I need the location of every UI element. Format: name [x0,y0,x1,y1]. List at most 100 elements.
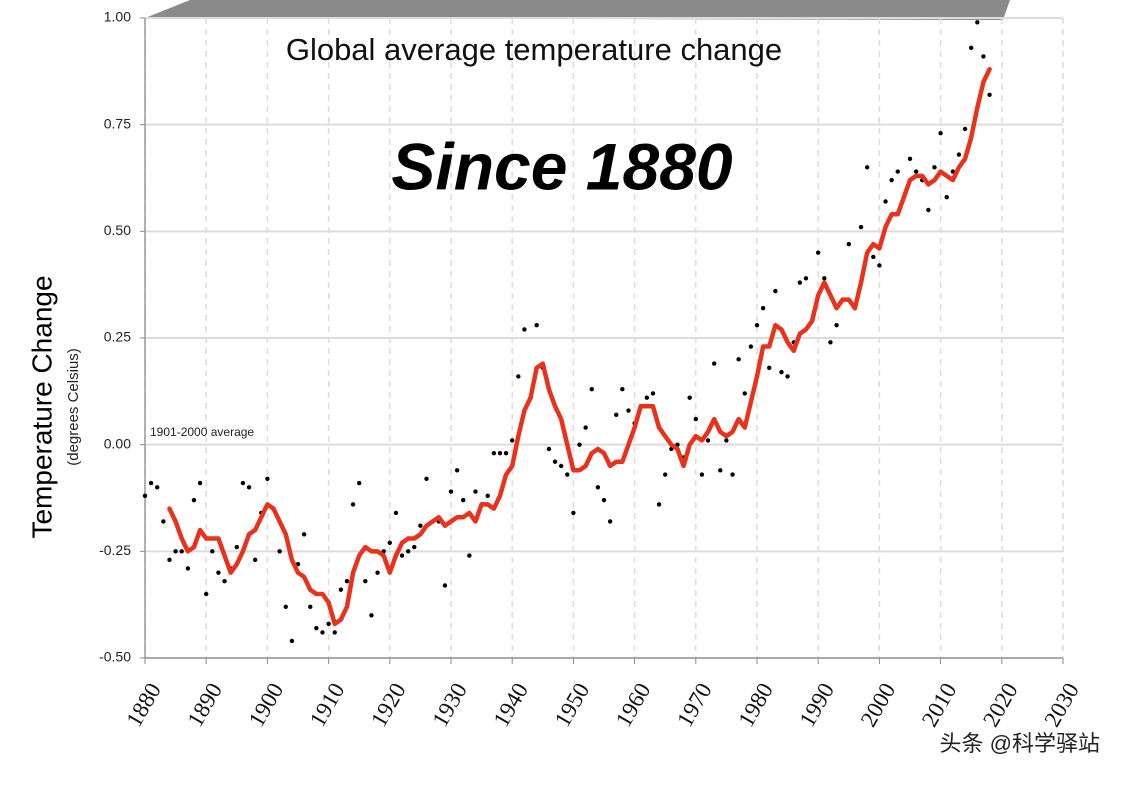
data-point [626,408,631,413]
data-point [607,519,613,524]
data-point [503,451,509,456]
data-point [797,280,803,285]
y-tick-label: 0.75 [104,115,131,131]
x-tick-label: 1950 [550,679,595,731]
chart-title: Global average temperature change [286,32,782,67]
data-point [363,579,368,584]
data-point [871,254,876,260]
data-point [975,20,980,25]
x-tick-label: 1910 [305,679,350,731]
x-tick-label: 1970 [672,679,717,731]
data-point [858,224,864,230]
data-point [620,387,625,392]
banner [145,0,1010,20]
marks [142,20,992,644]
data-point [497,451,503,456]
data-point [173,549,178,554]
data-point [491,451,497,456]
data-point [197,480,203,486]
data-point [895,169,900,174]
data-point [283,604,288,609]
data-point [234,544,239,550]
data-point [736,357,741,362]
data-point [864,165,870,170]
data-point [614,412,619,417]
data-point [828,340,833,345]
data-point [534,323,539,328]
x-tick-label: 1980 [733,679,778,731]
data-point [161,519,166,524]
data-point [387,540,392,545]
data-point [442,583,448,588]
data-point [454,468,460,473]
x-tick-label: 1930 [427,679,472,731]
trend-line [167,66,992,627]
x-tick-label: 1990 [794,679,839,731]
data-point [803,276,809,281]
data-point [167,557,172,563]
data-point [332,630,337,635]
data-point [308,604,313,609]
data-point [773,288,778,294]
data-point [399,553,405,558]
data-point [485,493,490,499]
y-axis-sublabel: (degrees Celsius) [65,348,82,466]
data-point [405,549,411,554]
data-point [834,323,839,328]
data-point [320,630,325,635]
data-point [357,480,362,486]
data-point [448,489,454,494]
data-point [375,570,380,575]
data-point [656,502,662,507]
data-point [155,485,160,490]
data-point [767,365,772,371]
data-point [326,621,331,627]
data-point [204,591,209,597]
data-point [877,263,882,268]
data-point [583,425,588,430]
data-point [889,177,894,183]
y-axis-label: Temperature Change [26,275,57,538]
data-point [981,54,986,59]
data-point [699,472,705,477]
data-point [222,579,227,584]
data-point [522,327,527,332]
data-point [816,250,821,255]
data-point [956,152,962,157]
data-point [185,566,191,571]
data-point [571,510,576,516]
data-point [595,485,601,490]
x-tick-label: 1900 [244,679,289,731]
data-point [412,544,417,550]
data-point [314,625,319,631]
data-point [148,480,154,486]
data-point [754,323,760,328]
data-point [693,416,698,422]
data-point [510,438,515,443]
data-point [650,391,656,396]
data-point [926,207,931,213]
data-point [883,199,888,204]
x-tick-label: 2000 [856,679,901,731]
x-tick-label: 2030 [1039,679,1084,731]
y-tick-label: 0.00 [104,435,131,451]
data-point [785,374,790,379]
data-point [742,391,747,396]
data-point [760,305,766,311]
data-point [711,361,717,366]
data-point [601,497,607,503]
data-point [644,395,650,400]
data-point [663,472,668,477]
data-point [546,446,552,452]
data-point [589,387,594,392]
data-point [913,169,919,174]
chart-subtitle: Since 1880 [391,129,733,203]
data-point [822,276,827,281]
data-point [565,472,570,477]
data-point [265,476,270,481]
x-tick-label: 1890 [182,679,227,731]
data-point [705,438,711,443]
y-tick-label: 0.25 [104,329,131,345]
